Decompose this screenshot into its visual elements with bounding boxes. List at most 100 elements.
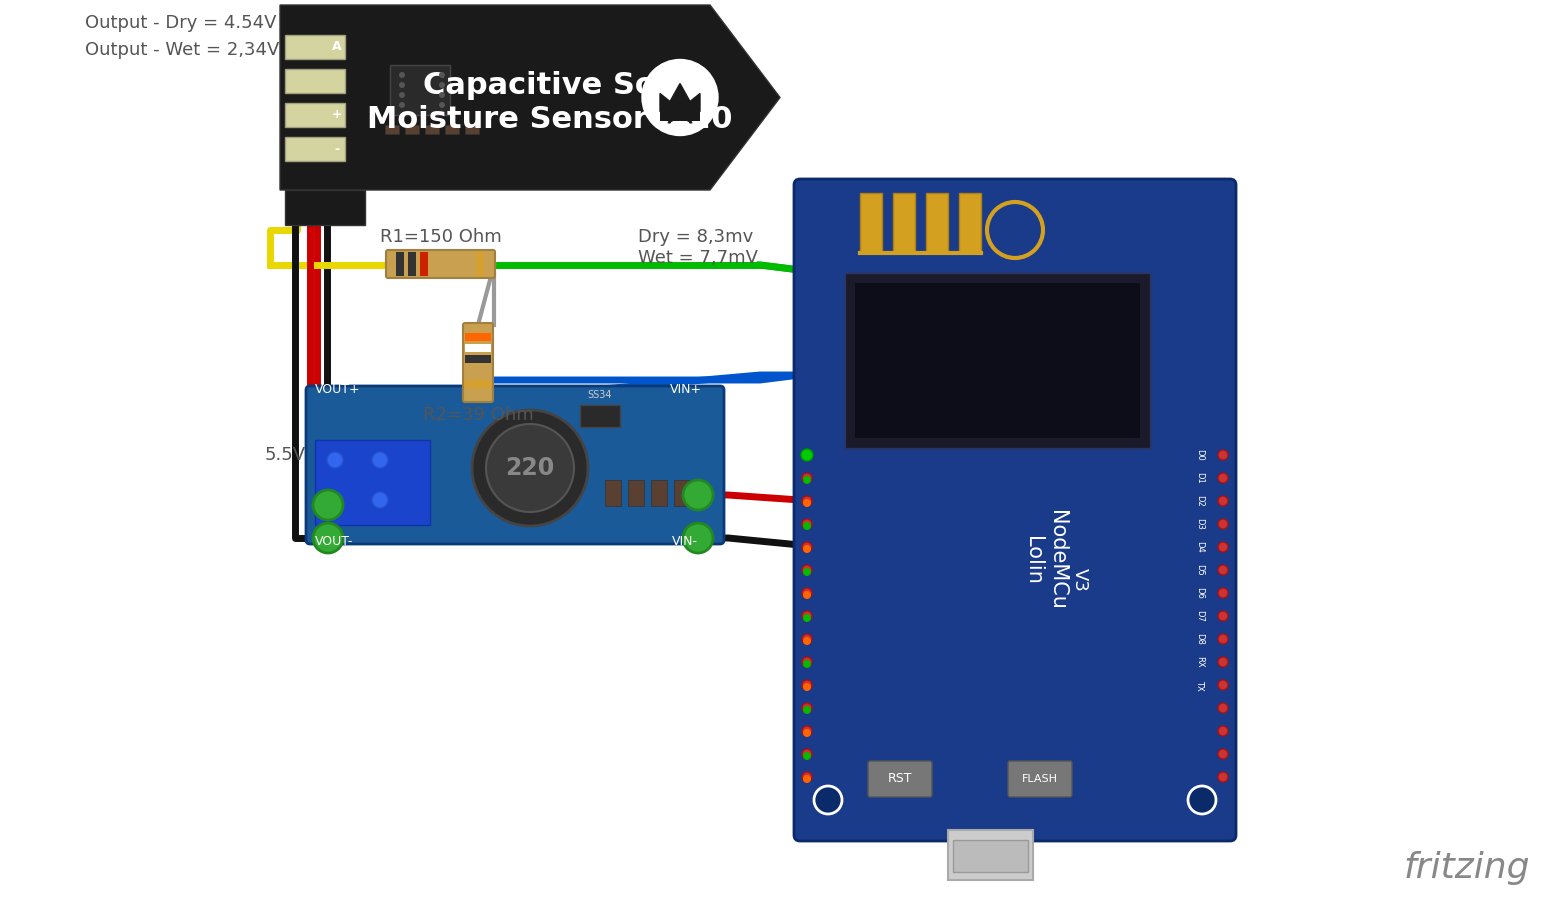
Bar	[949, 830, 1033, 880]
Circle shape	[683, 480, 713, 510]
Text: 5.5V: 5.5V	[266, 446, 306, 464]
Bar	[466, 125, 478, 134]
FancyBboxPatch shape	[1008, 761, 1072, 797]
Polygon shape	[284, 190, 366, 225]
Bar	[395, 252, 403, 276]
Circle shape	[802, 542, 813, 552]
Bar	[892, 193, 914, 253]
Circle shape	[1218, 703, 1229, 713]
Circle shape	[802, 473, 813, 483]
Text: NodeMCu
Lolin: NodeMCu Lolin	[1024, 510, 1066, 610]
Circle shape	[642, 59, 717, 136]
FancyBboxPatch shape	[306, 386, 724, 544]
Circle shape	[399, 82, 405, 88]
Circle shape	[327, 452, 342, 468]
Circle shape	[802, 749, 813, 759]
Circle shape	[399, 92, 405, 98]
Text: D0: D0	[1196, 449, 1205, 461]
Circle shape	[803, 522, 811, 530]
Circle shape	[683, 523, 713, 553]
Text: SS34: SS34	[588, 390, 613, 400]
Circle shape	[399, 102, 405, 108]
Text: RST: RST	[888, 772, 913, 786]
Circle shape	[1188, 786, 1216, 814]
Bar	[408, 252, 416, 276]
Bar	[405, 125, 419, 134]
Circle shape	[802, 657, 813, 667]
Circle shape	[1218, 496, 1229, 506]
Circle shape	[1218, 473, 1229, 483]
Circle shape	[802, 519, 813, 529]
Circle shape	[1218, 726, 1229, 736]
Circle shape	[439, 72, 445, 78]
Bar	[445, 125, 460, 134]
Text: D2: D2	[1196, 495, 1205, 507]
Bar	[466, 344, 491, 352]
Text: -: -	[334, 142, 339, 156]
Circle shape	[439, 82, 445, 88]
Circle shape	[1218, 657, 1229, 667]
Circle shape	[1218, 749, 1229, 759]
Circle shape	[1218, 450, 1229, 460]
Circle shape	[803, 775, 811, 783]
Circle shape	[802, 565, 813, 575]
Bar	[580, 405, 621, 427]
Circle shape	[802, 450, 813, 460]
Circle shape	[802, 703, 813, 713]
Bar	[674, 480, 689, 506]
Text: Output - Wet = 2,34V: Output - Wet = 2,34V	[84, 41, 280, 59]
Circle shape	[1218, 772, 1229, 782]
Circle shape	[803, 660, 811, 668]
Text: VIN-: VIN-	[672, 535, 699, 548]
Circle shape	[803, 476, 811, 484]
Polygon shape	[660, 84, 700, 112]
Text: D5: D5	[1196, 564, 1205, 576]
Circle shape	[814, 786, 842, 814]
Circle shape	[803, 752, 811, 760]
Bar	[284, 103, 345, 127]
Bar	[925, 193, 949, 253]
FancyBboxPatch shape	[386, 250, 495, 278]
Circle shape	[1218, 519, 1229, 529]
Text: VOUT+: VOUT+	[316, 383, 361, 396]
Text: Output - Dry = 4.54V: Output - Dry = 4.54V	[84, 14, 277, 32]
Circle shape	[486, 424, 574, 512]
Circle shape	[802, 588, 813, 598]
Bar	[466, 355, 491, 363]
Bar	[384, 125, 399, 134]
Circle shape	[372, 452, 388, 468]
Bar	[284, 137, 345, 161]
Text: A: A	[333, 40, 342, 53]
Circle shape	[1218, 680, 1229, 690]
Circle shape	[327, 492, 342, 508]
Bar	[628, 480, 644, 506]
Text: D1: D1	[1196, 472, 1205, 484]
Bar	[425, 125, 439, 134]
Text: D4: D4	[1196, 541, 1205, 553]
Text: D7: D7	[1196, 610, 1205, 622]
Text: Capacitive Soil
Moisture Sensor v1.0: Capacitive Soil Moisture Sensor v1.0	[367, 71, 733, 134]
Circle shape	[313, 523, 342, 553]
Circle shape	[1218, 542, 1229, 552]
Text: D8: D8	[1196, 633, 1205, 645]
Circle shape	[1218, 611, 1229, 621]
Bar	[391, 65, 450, 115]
Circle shape	[803, 729, 811, 737]
Text: D6: D6	[1196, 587, 1205, 599]
Circle shape	[802, 726, 813, 736]
FancyBboxPatch shape	[867, 761, 932, 797]
Circle shape	[802, 680, 813, 690]
Circle shape	[472, 410, 588, 526]
Bar	[284, 69, 345, 93]
Bar	[605, 480, 621, 506]
Text: fritzing: fritzing	[1404, 851, 1530, 885]
Circle shape	[800, 449, 813, 461]
FancyBboxPatch shape	[794, 179, 1236, 841]
Circle shape	[1218, 588, 1229, 598]
Text: RX: RX	[1196, 656, 1205, 668]
Bar	[466, 380, 491, 388]
Circle shape	[803, 499, 811, 507]
Bar	[855, 283, 1139, 438]
Circle shape	[1218, 634, 1229, 644]
Circle shape	[803, 545, 811, 553]
